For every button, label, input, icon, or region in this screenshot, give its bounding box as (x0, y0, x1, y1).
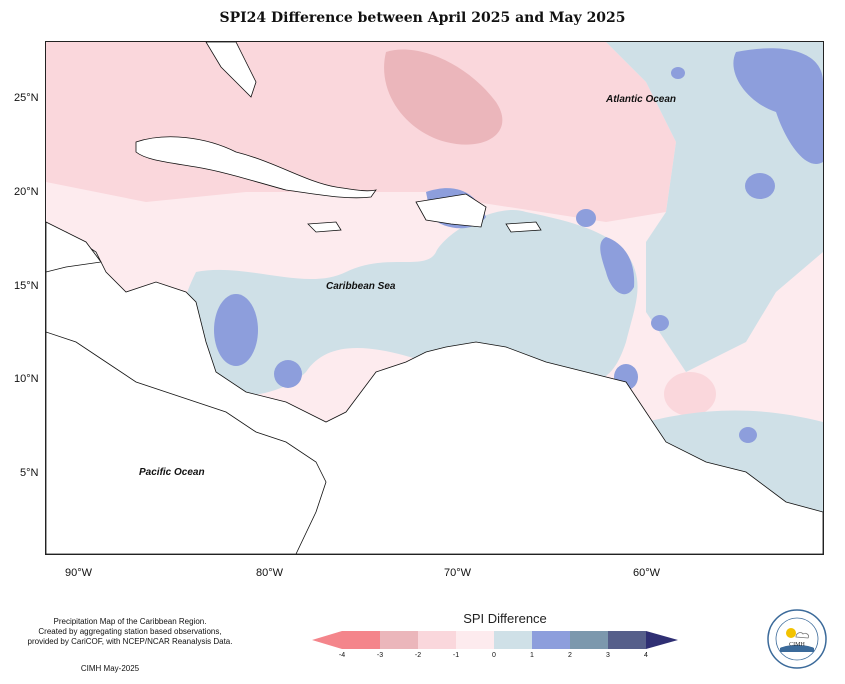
florida (205, 42, 257, 98)
cimh-sun-cloud-logo: CIMH (767, 609, 827, 669)
legend-swatch (570, 631, 608, 649)
note-line: Created by aggregating station based obs… (38, 627, 222, 636)
legend-tick: -2 (414, 652, 422, 659)
atlantic-ocean-label: Atlantic Ocean (606, 94, 677, 105)
blue-dark-lesser-antilles (600, 237, 635, 295)
puerto-rico (505, 221, 542, 233)
blue-dark-spot (745, 173, 775, 199)
lat-label: 15°N (14, 280, 39, 292)
note-line: provided by CariCOF, with NCEP/NCAR Rean… (27, 637, 233, 646)
legend-tick: 1 (530, 652, 534, 659)
map-title: SPI24 Difference between April 2025 and … (219, 10, 626, 26)
legend-swatch (418, 631, 456, 649)
spi-difference-map (46, 42, 823, 554)
legend-swatch (380, 631, 418, 649)
pink-region-north (46, 42, 676, 222)
legend-tick: -3 (376, 652, 384, 659)
lon-label: 60°W (633, 567, 661, 579)
legend-swatch (494, 631, 532, 649)
credit-note: CIMH May-2025 (80, 664, 140, 673)
blue-dark-spot (651, 315, 669, 331)
logo-water-band (780, 645, 814, 652)
blue-dark-central-america (214, 294, 258, 366)
legend-title: SPI Difference (463, 611, 547, 626)
lat-label: 25°N (14, 92, 39, 104)
legend-tick: 4 (644, 652, 648, 659)
lat-label: 20°N (14, 186, 39, 198)
description-note: Precipitation Map of the Caribbean Regio… (10, 617, 250, 647)
jamaica (307, 221, 342, 233)
blue-dark-region-ne (733, 48, 823, 164)
darker-pink-region (384, 49, 503, 145)
legend-swatch (456, 631, 494, 649)
pacific-ocean-label: Pacific Ocean (139, 467, 205, 478)
legend-swatch (342, 631, 380, 649)
color-legend-bar (312, 631, 678, 649)
logo-inner-ring (775, 617, 819, 661)
lat-label: 5°N (20, 467, 39, 479)
lon-label: 80°W (256, 567, 284, 579)
cuba (135, 136, 377, 199)
lon-label: 70°W (444, 567, 472, 579)
legend-tick: -1 (452, 652, 460, 659)
legend-arrow-high (646, 631, 678, 649)
blue-dark-spot (576, 209, 596, 227)
blue-region-atlantic (606, 42, 823, 372)
blue-dark-spot (739, 427, 757, 443)
caribbean-sea-label: Caribbean Sea (326, 281, 396, 292)
legend-tick: 3 (606, 652, 610, 659)
legend-tick: -4 (338, 652, 346, 659)
legend-tick: 2 (568, 652, 572, 659)
sun-icon (786, 628, 796, 638)
yucatan (46, 221, 102, 273)
blue-dark-spot (274, 360, 302, 388)
blue-region-caribbean (177, 210, 638, 396)
legend-swatch (532, 631, 570, 649)
hispaniola (415, 193, 487, 228)
pink-spot (664, 372, 716, 416)
blue-dark-spot (671, 67, 685, 79)
map-area (45, 41, 824, 555)
lon-label: 90°W (65, 567, 93, 579)
legend-arrow-low (312, 631, 342, 649)
pacific-coast (46, 331, 327, 554)
lat-label: 10°N (14, 373, 39, 385)
legend-swatch (608, 631, 646, 649)
legend-tick: 0 (492, 652, 496, 659)
note-line: Precipitation Map of the Caribbean Regio… (53, 617, 207, 626)
cloud-icon (795, 632, 809, 639)
logo-text: CIMH (789, 642, 805, 648)
